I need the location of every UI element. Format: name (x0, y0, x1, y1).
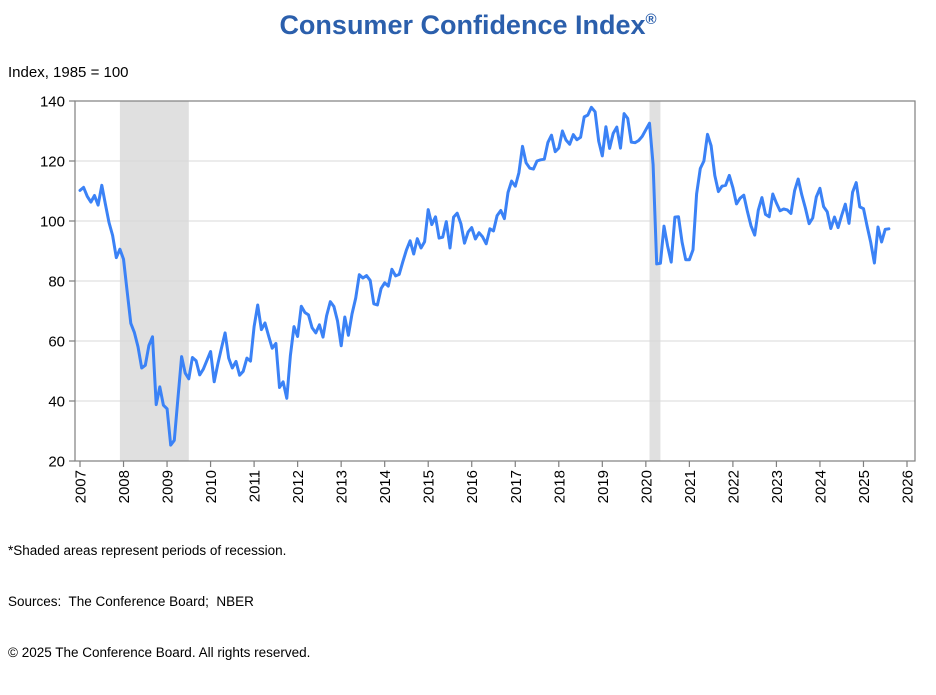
confidence-line (78, 105, 891, 447)
x-tick-label: 2016 (464, 470, 481, 503)
x-tick-label: 2012 (290, 470, 307, 503)
y-tick-label: 140 (40, 94, 65, 111)
x-tick-label: 2021 (682, 470, 699, 503)
x-tick-label: 2008 (116, 470, 133, 503)
y-tick-label: 40 (48, 394, 65, 411)
x-tick-label: 2024 (812, 470, 829, 503)
x-tick-label: 2022 (725, 470, 742, 503)
x-tick-label: 2018 (551, 470, 568, 503)
y-tick-label: 100 (40, 214, 65, 231)
y-tick-label: 120 (40, 154, 65, 171)
y-tick-label: 60 (48, 334, 65, 351)
x-tick-label: 2020 (638, 470, 655, 503)
y-axis-caption: Index, 1985 = 100 (8, 64, 129, 81)
chart-canvas: 20 40 60 80 100 120 140 2007 2008 2009 2010 2011 201… (40, 94, 917, 504)
x-tick-label: 2011 (247, 470, 264, 502)
x-tick-label: 2023 (769, 470, 786, 503)
y-tick-label: 20 (48, 454, 65, 471)
x-tick-label: 2019 (595, 470, 612, 503)
x-tick-label: 2009 (160, 470, 177, 503)
chart-title-text: Consumer Confidence Index (279, 10, 646, 40)
chart-title: Consumer Confidence Index® (0, 10, 936, 41)
chart-footnotes: *Shaded areas represent periods of reces… (8, 508, 310, 695)
x-tick-label: 2013 (334, 470, 351, 503)
registered-trademark: ® (645, 11, 657, 28)
x-tick-label: 2010 (203, 470, 220, 503)
x-tick-label: 2014 (377, 470, 394, 503)
x-tick-label: 2015 (421, 470, 438, 503)
footnote-recession-note: *Shaded areas represent periods of reces… (8, 543, 287, 558)
y-tick-label: 80 (48, 274, 65, 291)
x-tick-label: 2007 (73, 470, 90, 503)
x-tick-label: 2026 (900, 470, 917, 503)
x-tick-label: 2017 (508, 470, 525, 503)
footnote-sources: Sources: The Conference Board; NBER (8, 594, 254, 609)
footnote-copyright: © 2025 The Conference Board. All rights … (8, 645, 311, 660)
x-tick-label: 2025 (856, 470, 873, 503)
